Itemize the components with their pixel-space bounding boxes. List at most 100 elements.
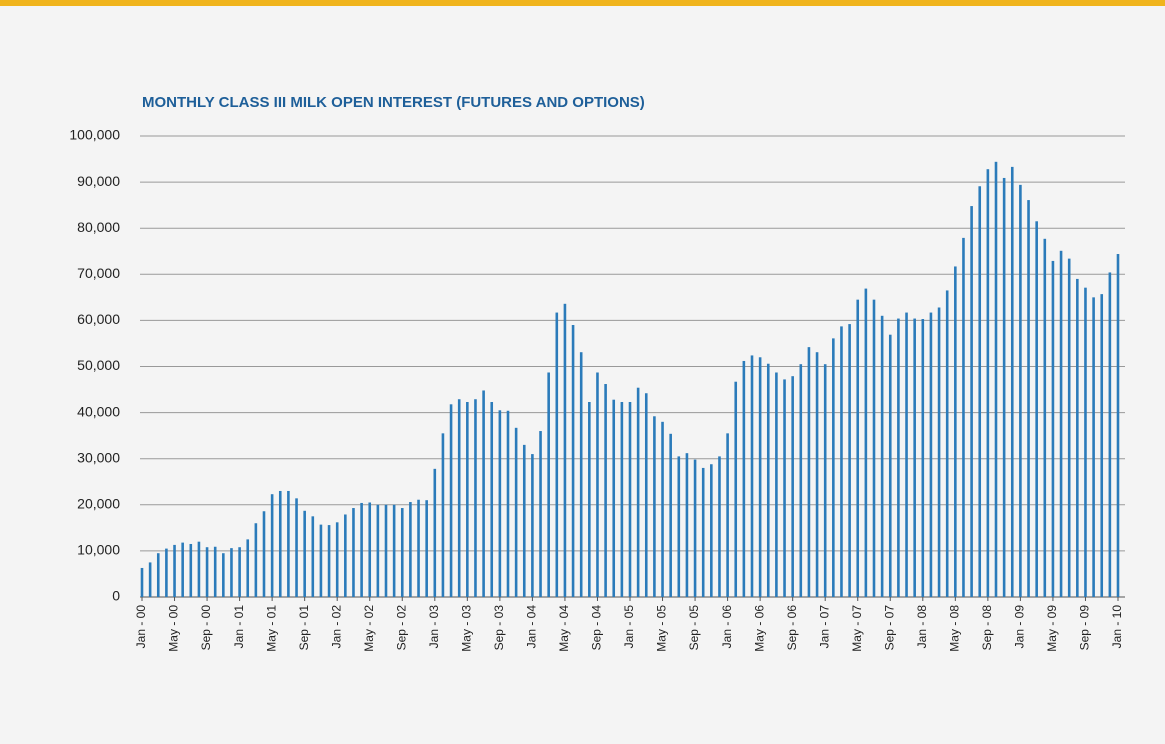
bar xyxy=(962,237,965,598)
bar xyxy=(872,299,876,597)
bar xyxy=(433,468,437,597)
x-tick-label: Sep - 09 xyxy=(1078,605,1092,651)
x-tick-label: May - 06 xyxy=(752,605,766,652)
y-tick-label: 50,000 xyxy=(77,357,120,373)
bar xyxy=(270,494,274,597)
bar xyxy=(945,290,949,597)
x-tick-label: Sep - 00 xyxy=(199,605,213,651)
bar xyxy=(832,338,835,597)
x-tick-label: Jan - 08 xyxy=(915,605,929,649)
x-tick-label: May - 00 xyxy=(167,605,181,652)
bar xyxy=(287,490,290,597)
bar xyxy=(677,456,681,597)
top-stripe xyxy=(0,0,1165,6)
bar xyxy=(596,372,599,597)
bar xyxy=(156,553,160,597)
bar xyxy=(506,410,510,597)
y-tick-label: 20,000 xyxy=(77,496,120,512)
bar xyxy=(417,499,420,597)
bar xyxy=(661,421,664,597)
x-tick-label: May - 08 xyxy=(948,605,962,652)
bar xyxy=(766,363,770,597)
bar xyxy=(954,266,957,597)
x-tick-label: Sep - 07 xyxy=(882,605,896,651)
bar xyxy=(970,206,973,597)
bar xyxy=(897,318,900,597)
bar xyxy=(791,376,794,597)
x-tick-label: Jan - 10 xyxy=(1110,605,1124,649)
x-tick-label: Sep - 02 xyxy=(394,605,408,651)
bar xyxy=(710,464,713,597)
bar xyxy=(1084,287,1087,597)
x-tick-label: May - 05 xyxy=(655,605,669,652)
bar xyxy=(1027,200,1030,598)
bar xyxy=(701,467,705,597)
bar xyxy=(848,324,851,597)
bar xyxy=(400,508,404,597)
x-tick-label: Jan - 01 xyxy=(232,605,246,649)
bar xyxy=(718,456,721,597)
bar xyxy=(409,502,412,597)
bar xyxy=(1076,278,1079,597)
bar xyxy=(669,433,672,597)
bar xyxy=(213,546,217,597)
bar xyxy=(1059,250,1063,597)
bar xyxy=(352,508,355,597)
bar xyxy=(620,401,624,597)
bar xyxy=(547,372,550,597)
x-tick-label: Jan - 09 xyxy=(1013,605,1027,649)
y-tick-label: 10,000 xyxy=(77,542,120,558)
bar xyxy=(929,312,933,597)
bar xyxy=(612,399,616,597)
x-tick-label: May - 07 xyxy=(850,605,864,652)
bar xyxy=(1010,166,1014,597)
bar xyxy=(644,393,648,597)
bar xyxy=(197,541,201,597)
y-tick-label: 60,000 xyxy=(77,311,120,327)
bar xyxy=(750,355,754,597)
bar xyxy=(734,381,738,597)
x-tick-label: Sep - 06 xyxy=(785,605,799,651)
bar xyxy=(246,539,250,597)
bar xyxy=(514,427,518,597)
x-tick-label: May - 09 xyxy=(1045,605,1059,652)
bar xyxy=(799,364,803,597)
bar xyxy=(937,307,941,597)
bar xyxy=(636,387,640,597)
bar xyxy=(140,567,144,597)
x-tick-label: May - 02 xyxy=(362,605,376,652)
bar xyxy=(555,312,559,597)
bar xyxy=(165,548,168,597)
bar xyxy=(490,401,494,597)
bar xyxy=(1108,272,1112,597)
bar xyxy=(986,169,990,597)
bar xyxy=(880,315,884,597)
y-tick-label: 80,000 xyxy=(77,219,120,235)
bar xyxy=(653,416,656,597)
bar xyxy=(531,454,534,597)
bar xyxy=(905,312,908,597)
bar xyxy=(344,514,347,597)
bar xyxy=(1051,260,1055,597)
bar xyxy=(693,459,697,597)
x-tick-label: May - 01 xyxy=(264,605,278,652)
bar xyxy=(1116,254,1120,598)
y-tick-label: 0 xyxy=(112,588,120,604)
bar xyxy=(238,547,241,597)
bar xyxy=(579,352,583,597)
bar xyxy=(888,334,892,597)
bar xyxy=(262,511,266,597)
bar xyxy=(742,360,746,597)
bar xyxy=(539,431,542,597)
x-tick-label: May - 03 xyxy=(460,605,474,652)
bar xyxy=(311,516,315,597)
bar xyxy=(466,401,469,597)
x-tick-label: Jan - 06 xyxy=(720,605,734,649)
bar xyxy=(498,410,502,597)
bar xyxy=(1092,297,1095,597)
bar xyxy=(864,288,868,597)
x-tick-label: Jan - 02 xyxy=(329,605,343,649)
bar xyxy=(425,500,428,597)
bar xyxy=(173,544,176,597)
